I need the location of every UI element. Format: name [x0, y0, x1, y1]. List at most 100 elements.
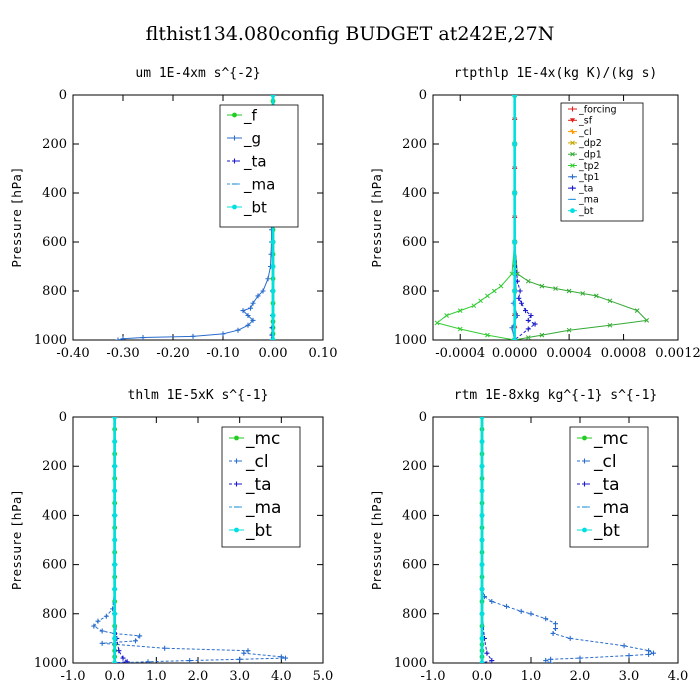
- data-point: [270, 288, 276, 294]
- legend-marker: [582, 458, 587, 464]
- panel-title: rtm 1E-8xkg kg^{-1} s^{-1}: [454, 388, 658, 403]
- legend-label: _ta: [578, 183, 593, 194]
- legend-label: _bt: [578, 206, 594, 217]
- data-point: [245, 648, 251, 654]
- data-point: [95, 618, 101, 624]
- x-tick-label: -0.40: [56, 346, 89, 361]
- data-point: [634, 308, 640, 313]
- data-point: [479, 611, 485, 617]
- y-tick-label: 400: [402, 508, 427, 523]
- data-point: [255, 293, 261, 299]
- data-point: [539, 332, 545, 338]
- data-point: [248, 305, 253, 311]
- data-point: [187, 658, 193, 663]
- data-point: [120, 655, 126, 661]
- data-point: [489, 599, 495, 604]
- data-point: [607, 322, 613, 328]
- data-point: [112, 537, 118, 543]
- data-point: [240, 308, 246, 314]
- data-point: [528, 611, 534, 617]
- y-axis-label: Pressure [hPa]: [10, 490, 24, 590]
- y-tick-label: 1000: [34, 333, 67, 348]
- y-axis-label: Pressure [hPa]: [370, 490, 384, 590]
- data-point: [512, 288, 518, 294]
- chart-panel: rtpthlp 1E-4x(kg K)/(kg s) Pressure [hPa]…: [370, 66, 700, 361]
- data-point: [512, 190, 518, 196]
- legend-marker: [570, 106, 575, 112]
- data-point: [523, 308, 529, 314]
- plot-frame: [432, 416, 679, 664]
- x-tick-label: 0.0008: [601, 346, 647, 361]
- data-point: [626, 653, 632, 659]
- series-line: [114, 417, 129, 663]
- data-point: [646, 651, 652, 657]
- data-point: [112, 513, 118, 518]
- legend-label: _cl: [245, 452, 269, 472]
- series-group: [479, 417, 656, 663]
- legend-label: _sf: [578, 116, 593, 127]
- legend-label: _bt: [593, 521, 620, 541]
- data-point: [241, 650, 247, 656]
- legend-marker: [232, 158, 237, 164]
- data-point: [245, 322, 251, 328]
- x-tick-label: 0.0: [104, 669, 125, 684]
- legend-label: _tp2: [578, 161, 600, 172]
- legend-marker: [570, 129, 575, 135]
- data-point: [270, 95, 276, 98]
- data-point: [485, 332, 490, 338]
- y-tick-label: 600: [402, 558, 427, 573]
- x-tick-label: 3.0: [619, 669, 640, 684]
- x-tick-label: 0.0000: [492, 346, 538, 361]
- data-point: [525, 326, 531, 332]
- data-point: [528, 313, 534, 318]
- x-tick-label: 0.10: [309, 346, 338, 361]
- data-point: [491, 288, 497, 294]
- x-tick-label: 0.0004: [546, 346, 592, 361]
- data-point: [516, 295, 522, 301]
- data-point: [112, 417, 118, 420]
- data-point: [112, 660, 118, 663]
- legend-label: _f: [243, 106, 258, 125]
- y-tick-label: 600: [42, 235, 67, 250]
- legend-marker: [234, 481, 239, 487]
- data-point: [553, 621, 558, 627]
- legend-label: _mc: [593, 429, 628, 449]
- data-point: [518, 608, 524, 614]
- x-tick-label: 2.0: [570, 669, 591, 684]
- data-point: [580, 291, 586, 296]
- data-point: [504, 603, 509, 609]
- data-point: [566, 288, 572, 294]
- legend-label: _cl: [593, 452, 617, 472]
- data-point: [512, 239, 518, 245]
- legend-marker: [570, 174, 575, 180]
- chart-panel: rtm 1E-8xkg kg^{-1} s^{-1} Pressure [hPa]…: [370, 388, 688, 684]
- y-tick-label: 0: [419, 410, 427, 425]
- data-point: [550, 630, 556, 636]
- legend: _mc _cl _ta _ma _bt: [221, 426, 301, 548]
- data-point: [479, 513, 485, 518]
- data-point: [103, 613, 109, 619]
- data-point: [517, 288, 523, 294]
- legend-marker: [570, 140, 575, 146]
- data-point: [553, 286, 558, 291]
- y-tick-label: 200: [402, 137, 427, 152]
- legend: _mc _cl _ta _ma _bt: [569, 426, 649, 548]
- x-tick-label: 0.0012: [655, 346, 700, 361]
- x-tick-label: 5.0: [313, 669, 334, 684]
- y-tick-label: 0: [419, 88, 427, 103]
- legend-marker: [232, 112, 237, 118]
- legend-label: _cl: [578, 127, 592, 138]
- y-tick-label: 1000: [394, 656, 427, 671]
- plot-frame: [432, 94, 679, 341]
- data-point: [190, 333, 196, 339]
- legend-marker: [570, 185, 575, 191]
- legend: _forcing_sf_cl_dp2_dp1_tp2_tp1_ta_ma_bt: [560, 102, 644, 222]
- y-tick-label: 200: [42, 459, 67, 474]
- x-tick-label: -0.10: [206, 346, 239, 361]
- data-point: [479, 636, 485, 641]
- x-tick-label: 4.0: [668, 669, 689, 684]
- x-tick-label: -0.0004: [435, 346, 485, 361]
- data-point: [525, 335, 531, 340]
- data-point: [133, 638, 138, 644]
- data-point: [471, 303, 477, 309]
